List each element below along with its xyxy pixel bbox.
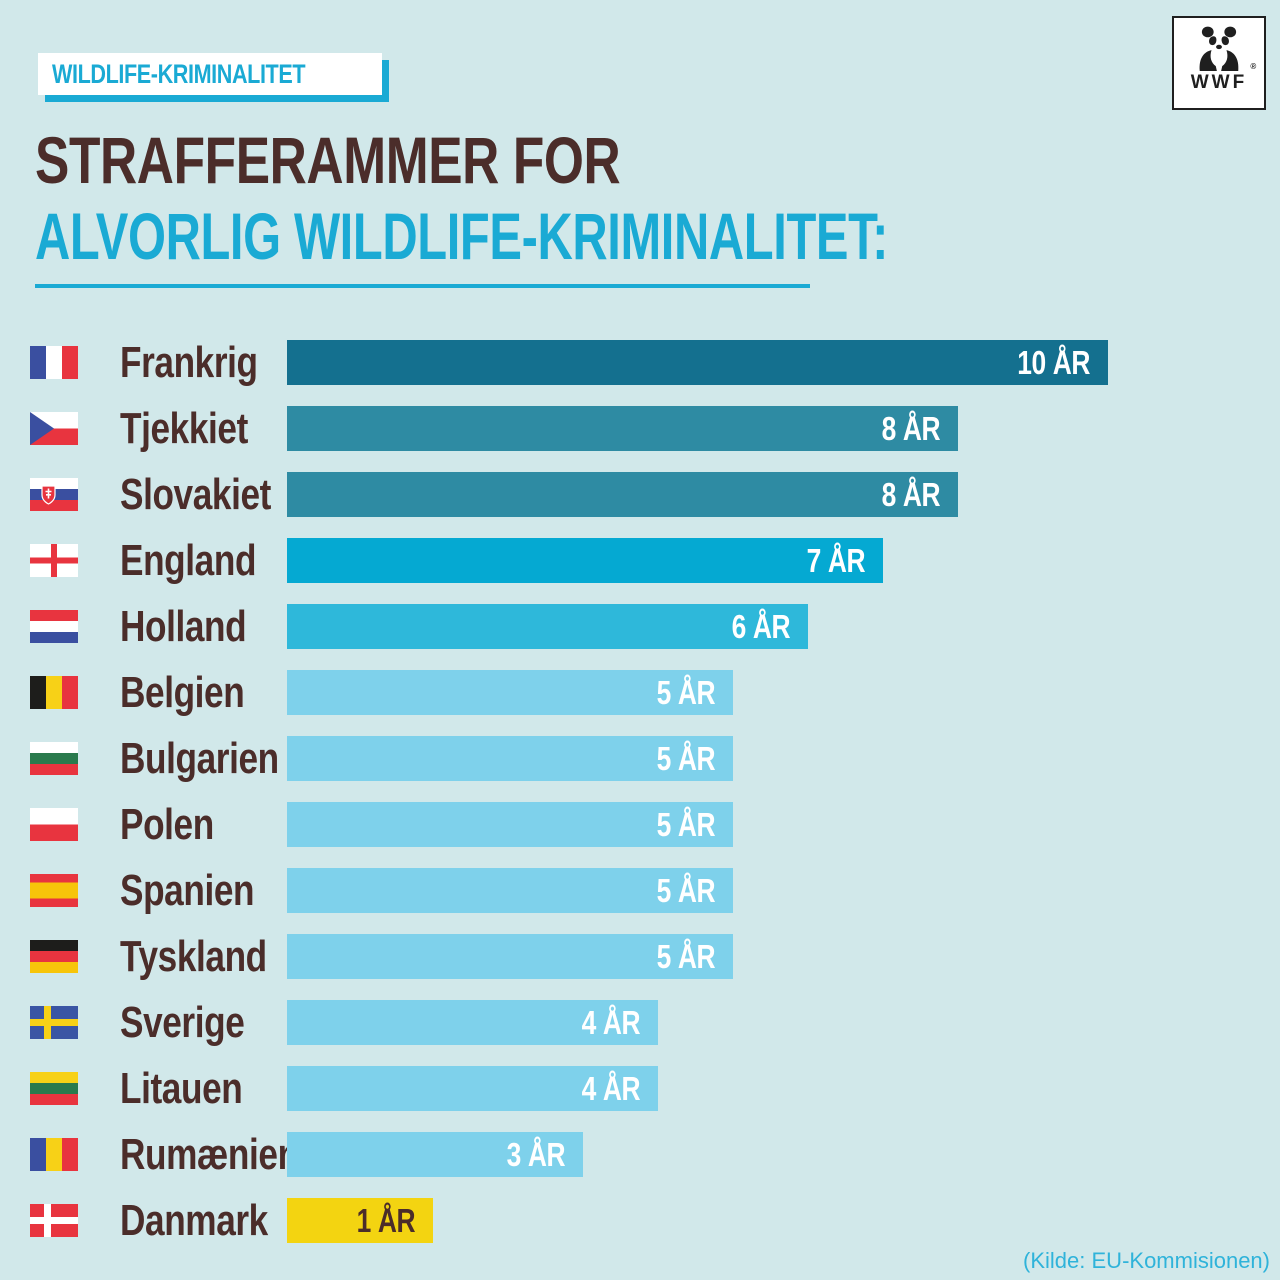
chart-row: Holland 6 ÅR bbox=[0, 601, 1280, 651]
country-label: Spanien bbox=[120, 865, 255, 915]
bar-value-label: 5 ÅR bbox=[656, 739, 715, 777]
chart-row: Tyskland 5 ÅR bbox=[0, 931, 1280, 981]
se-flag-icon bbox=[30, 1006, 78, 1039]
title-line-2: ALVORLIG WILDLIFE-KRIMINALITET: bbox=[35, 199, 889, 273]
category-badge: WILDLIFE-KRIMINALITET bbox=[38, 53, 383, 95]
country-label: Tyskland bbox=[120, 931, 267, 981]
bar: 5 ÅR bbox=[287, 670, 733, 715]
bar: 1 ÅR bbox=[287, 1198, 433, 1243]
chart-row: Spanien 5 ÅR bbox=[0, 865, 1280, 915]
lt-flag-icon bbox=[30, 1072, 78, 1105]
country-label: Litauen bbox=[120, 1063, 243, 1113]
cz-flag-icon bbox=[30, 412, 78, 445]
bar-value-label: 8 ÅR bbox=[881, 475, 940, 513]
chart-row: England 7 ÅR bbox=[0, 535, 1280, 585]
es-flag-icon bbox=[30, 874, 78, 907]
panda-icon bbox=[1199, 26, 1239, 71]
bar-value-label: 3 ÅR bbox=[506, 1135, 565, 1173]
country-label: Holland bbox=[120, 601, 247, 651]
bar: 8 ÅR bbox=[287, 472, 958, 517]
chart-row: Slovakiet 8 ÅR bbox=[0, 469, 1280, 519]
country-label: Rumænien bbox=[120, 1129, 299, 1179]
bar-value-label: 4 ÅR bbox=[581, 1069, 640, 1107]
bar: 5 ÅR bbox=[287, 802, 733, 847]
bar: 8 ÅR bbox=[287, 406, 958, 451]
fr-flag-icon bbox=[30, 346, 78, 379]
title-underline bbox=[35, 284, 810, 288]
category-badge-label: WILDLIFE-KRIMINALITET bbox=[52, 58, 306, 89]
bar: 5 ÅR bbox=[287, 736, 733, 781]
country-label: Bulgarien bbox=[120, 733, 279, 783]
bar-value-label: 5 ÅR bbox=[656, 805, 715, 843]
bar: 10 ÅR bbox=[287, 340, 1108, 385]
bar-value-label: 7 ÅR bbox=[806, 541, 865, 579]
registered-mark: ® bbox=[1250, 62, 1257, 71]
sk-flag-icon bbox=[30, 478, 78, 511]
bar-value-label: 4 ÅR bbox=[581, 1003, 640, 1041]
wwf-logo: WWF ® bbox=[1172, 16, 1266, 110]
source-credit: (Kilde: EU-Kommisionen) bbox=[1023, 1248, 1270, 1273]
dk-flag-icon bbox=[30, 1204, 78, 1237]
chart-row: Bulgarien 5 ÅR bbox=[0, 733, 1280, 783]
country-label: Belgien bbox=[120, 667, 245, 717]
bar: 3 ÅR bbox=[287, 1132, 583, 1177]
bar: 4 ÅR bbox=[287, 1066, 658, 1111]
chart-row: Danmark 1 ÅR bbox=[0, 1195, 1280, 1245]
be-flag-icon bbox=[30, 676, 78, 709]
bg-flag-icon bbox=[30, 742, 78, 775]
bar-value-label: 5 ÅR bbox=[656, 871, 715, 909]
bar-value-label: 8 ÅR bbox=[881, 409, 940, 447]
bar-value-label: 1 ÅR bbox=[356, 1201, 415, 1239]
country-label: Frankrig bbox=[120, 337, 258, 387]
chart-row: Belgien 5 ÅR bbox=[0, 667, 1280, 717]
bar-value-label: 5 ÅR bbox=[656, 937, 715, 975]
page-title: STRAFFERAMMER FOR ALVORLIG WILDLIFE-KRIM… bbox=[35, 122, 1188, 274]
country-label: Danmark bbox=[120, 1195, 268, 1245]
country-label: Slovakiet bbox=[120, 469, 271, 519]
de-flag-icon bbox=[30, 940, 78, 973]
bar: 6 ÅR bbox=[287, 604, 808, 649]
chart-row: Sverige 4 ÅR bbox=[0, 997, 1280, 1047]
chart-row: Tjekkiet 8 ÅR bbox=[0, 403, 1280, 453]
bar: 5 ÅR bbox=[287, 934, 733, 979]
title-line-1: STRAFFERAMMER FOR bbox=[35, 123, 621, 197]
country-label: Tjekkiet bbox=[120, 403, 248, 453]
bar: 4 ÅR bbox=[287, 1000, 658, 1045]
bar: 7 ÅR bbox=[287, 538, 883, 583]
chart-row: Polen 5 ÅR bbox=[0, 799, 1280, 849]
country-label: Polen bbox=[120, 799, 214, 849]
nl-flag-icon bbox=[30, 610, 78, 643]
ro-flag-icon bbox=[30, 1138, 78, 1171]
chart-row: Litauen 4 ÅR bbox=[0, 1063, 1280, 1113]
pl-flag-icon bbox=[30, 808, 78, 841]
chart-row: Rumænien 3 ÅR bbox=[0, 1129, 1280, 1179]
bar-value-label: 10 ÅR bbox=[1017, 343, 1090, 381]
bar-value-label: 5 ÅR bbox=[656, 673, 715, 711]
wwf-wordmark: WWF ® bbox=[1190, 62, 1257, 93]
bar-value-label: 6 ÅR bbox=[731, 607, 790, 645]
country-label: England bbox=[120, 535, 257, 585]
chart-row: Frankrig 10 ÅR bbox=[0, 337, 1280, 387]
en-flag-icon bbox=[30, 544, 78, 577]
country-label: Sverige bbox=[120, 997, 245, 1047]
bar: 5 ÅR bbox=[287, 868, 733, 913]
